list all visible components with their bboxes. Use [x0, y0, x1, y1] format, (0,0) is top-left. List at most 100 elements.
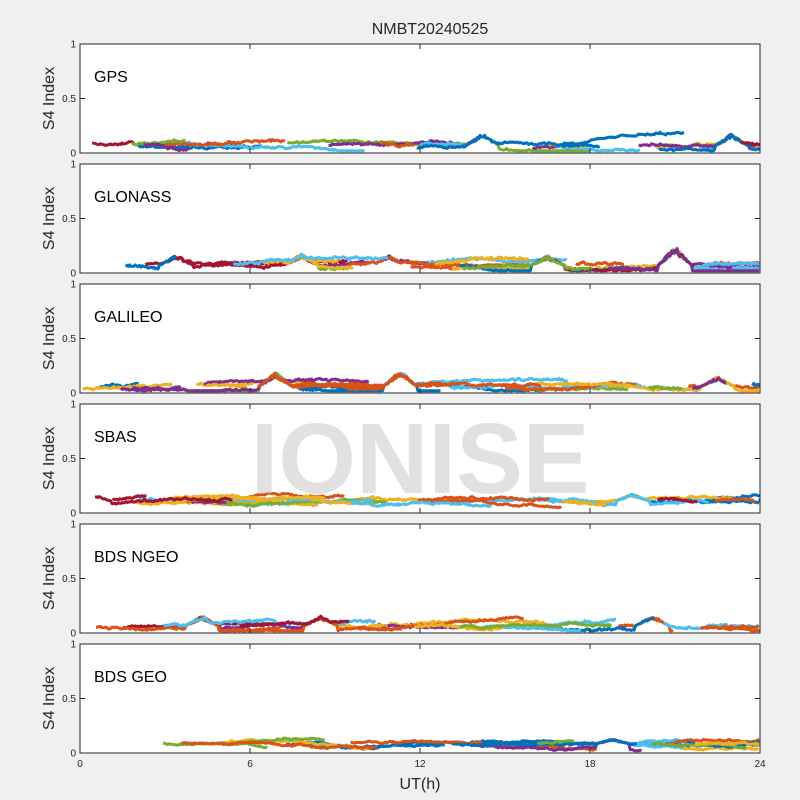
- plot-area: [80, 524, 760, 633]
- series-track: [575, 260, 625, 267]
- series-track: [98, 381, 140, 389]
- panel-label: SBAS: [94, 429, 137, 446]
- panel-glonass: 0 0.5 1 S4 Index GLONASS: [41, 160, 761, 280]
- series-track: [350, 500, 493, 508]
- series-track: [162, 615, 278, 628]
- series-track: [504, 380, 637, 393]
- series-points: [162, 736, 760, 753]
- panels: 0 0.5 1 S4 Index GPS 0 0.5 1 S4 Index GLONASS 0 0.5…: [41, 40, 766, 771]
- panel-label: GALILEO: [94, 309, 162, 326]
- series-track: [562, 499, 607, 507]
- series-track: [205, 382, 248, 390]
- series-track: [657, 496, 699, 504]
- series-track: [701, 260, 760, 268]
- y-tick-label: 1: [70, 400, 76, 411]
- series-track: [751, 381, 760, 387]
- y-tick-label: 0.5: [62, 214, 76, 225]
- series-track: [181, 740, 378, 750]
- series-track: [431, 495, 550, 503]
- series-points: [125, 247, 760, 273]
- series-points: [91, 130, 760, 153]
- series-track: [459, 621, 613, 631]
- y-tick-label: 1: [70, 160, 76, 171]
- series-track: [91, 140, 136, 147]
- series-track: [608, 247, 760, 273]
- x-axis-label: UT(h): [400, 776, 441, 793]
- series-track: [699, 624, 760, 630]
- x-tick-label: 12: [414, 759, 426, 770]
- series-track: [186, 498, 228, 505]
- panel-galileo: 0 0.5 1 S4 Index GALILEO: [41, 280, 761, 400]
- panel-bds-geo: 0 6 12 18 24 0 0.5 1 S4 Index BDS GEO: [41, 640, 766, 771]
- panel-gps: 0 0.5 1 S4 Index GPS: [41, 40, 761, 160]
- y-tick-label: 0: [70, 269, 76, 280]
- series-track: [125, 254, 178, 271]
- y-axis-label: S4 Index: [41, 547, 58, 610]
- series-track: [714, 496, 756, 503]
- series-track: [346, 372, 542, 392]
- series-track: [533, 381, 631, 388]
- y-axis-label: S4 Index: [41, 307, 58, 370]
- y-tick-label: 0: [70, 749, 76, 760]
- y-tick-label: 1: [70, 520, 76, 531]
- series-track: [694, 740, 760, 747]
- series-track: [111, 494, 147, 502]
- series-track: [119, 385, 182, 393]
- series-track: [94, 495, 233, 506]
- series-track: [462, 254, 593, 272]
- series-points: [95, 614, 760, 633]
- y-tick-label: 0.5: [62, 454, 76, 465]
- series-track: [143, 142, 190, 153]
- panel-label: GLONASS: [94, 189, 171, 206]
- y-tick-label: 1: [70, 640, 76, 651]
- panel-label: GPS: [94, 69, 128, 86]
- series-track: [691, 377, 727, 390]
- y-tick-label: 0: [70, 629, 76, 640]
- series-track: [232, 252, 389, 267]
- series-track: [433, 255, 530, 266]
- y-axis-label: S4 Index: [41, 667, 58, 730]
- x-tick-label: 18: [584, 759, 596, 770]
- y-tick-label: 0: [70, 509, 76, 520]
- plot-area: [80, 404, 760, 513]
- series-track: [536, 739, 575, 745]
- panel-bds-ngeo: 0 0.5 1 S4 Index BDS NGEO: [41, 520, 761, 640]
- plot-area: [80, 644, 760, 753]
- series-track: [556, 144, 641, 153]
- panel-label: BDS GEO: [94, 669, 167, 686]
- series-track: [381, 141, 415, 149]
- x-tick-label: 6: [247, 759, 253, 770]
- y-tick-label: 0.5: [62, 694, 76, 705]
- series-track: [416, 133, 601, 150]
- plot-area: [80, 284, 760, 393]
- y-axis-label: S4 Index: [41, 67, 58, 130]
- x-tick-label: 0: [77, 759, 83, 770]
- y-axis-label: S4 Index: [41, 187, 58, 250]
- y-tick-label: 0: [70, 149, 76, 160]
- series-track: [82, 382, 173, 392]
- watermark: IONISE: [251, 403, 590, 515]
- y-tick-label: 0.5: [62, 94, 76, 105]
- x-tick-label: 24: [754, 759, 766, 770]
- y-tick-label: 0: [70, 389, 76, 400]
- y-tick-label: 1: [70, 280, 76, 291]
- y-tick-label: 0.5: [62, 334, 76, 345]
- series-points: [82, 371, 760, 393]
- series-track: [561, 130, 685, 147]
- panel-label: BDS NGEO: [94, 549, 178, 566]
- panel-sbas: 0 0.5 1 S4 Index SBAS: [41, 400, 761, 520]
- y-tick-label: 0.5: [62, 574, 76, 585]
- series-track: [740, 140, 760, 147]
- series-track: [490, 139, 591, 153]
- plot-area: [80, 164, 760, 273]
- y-axis-label: S4 Index: [41, 427, 58, 490]
- series-track: [154, 138, 286, 148]
- figure-title: NMBT20240525: [372, 21, 489, 38]
- series-track: [328, 138, 475, 148]
- plot-area: [80, 44, 760, 153]
- series-track: [267, 144, 365, 153]
- series-track: [350, 739, 483, 746]
- series-points: [94, 491, 760, 510]
